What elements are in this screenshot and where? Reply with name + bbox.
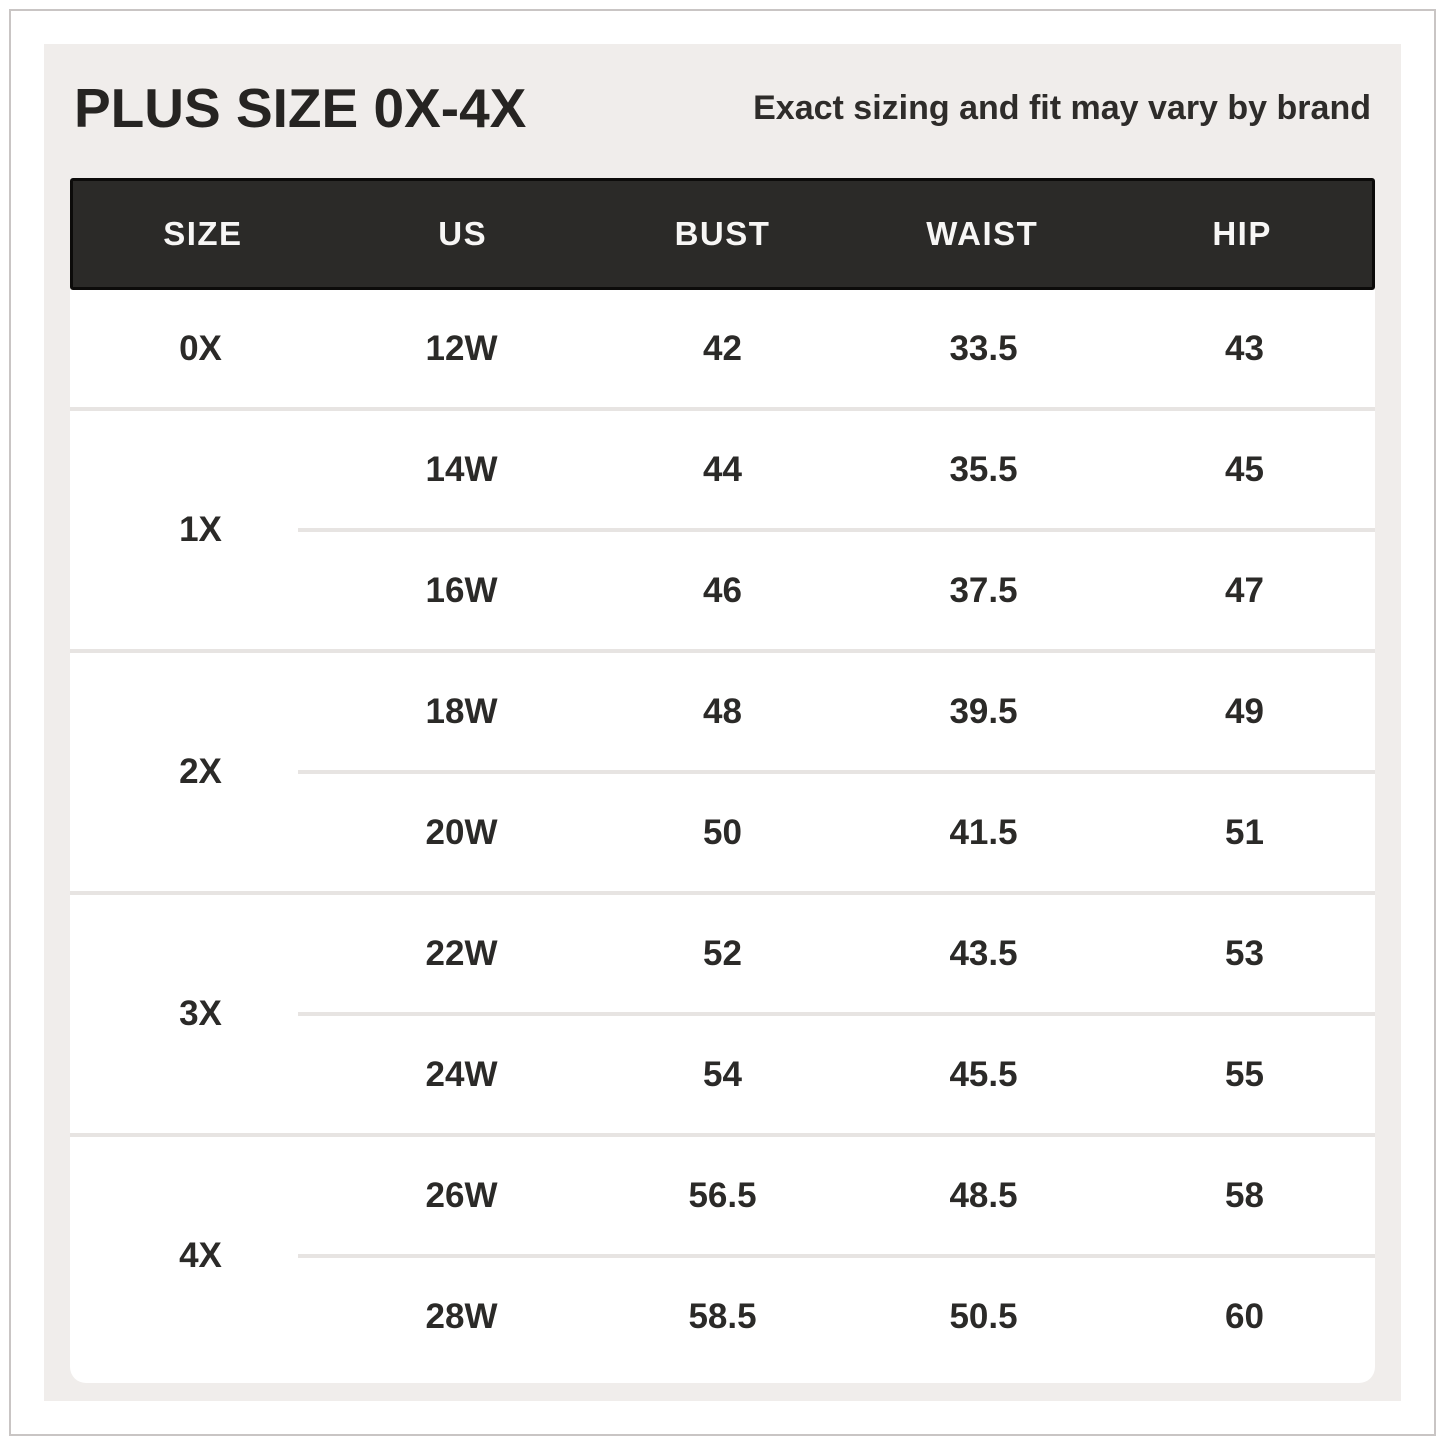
hip-cell: 53 — [1225, 933, 1264, 973]
group-rows: 18W 48 39.5 49 20W 50 41.5 51 — [297, 653, 1375, 891]
column-header-us: US — [438, 215, 488, 252]
page-subtitle: Exact sizing and fit may vary by brand — [753, 88, 1371, 127]
hip-cell: 51 — [1225, 812, 1264, 852]
table-row: 28W 58.5 50.5 60 — [331, 1258, 1375, 1375]
bust-cell: 58.5 — [688, 1296, 757, 1336]
table-row: 12W 42 33.5 43 — [331, 290, 1375, 407]
waist-cell: 37.5 — [949, 570, 1018, 610]
bust-cell: 44 — [703, 449, 742, 489]
table-row: 16W 46 37.5 47 — [331, 532, 1375, 649]
table-row: 24W 54 45.5 55 — [331, 1016, 1375, 1133]
group-rows: 26W 56.5 48.5 58 28W 58.5 50.5 60 — [297, 1137, 1375, 1375]
bust-cell: 42 — [703, 328, 742, 368]
us-cell: 28W — [425, 1296, 498, 1336]
hip-cell: 43 — [1225, 328, 1264, 368]
table-row: 20W 50 41.5 51 — [331, 774, 1375, 891]
row-divider — [297, 1254, 1375, 1258]
column-header-waist: WAIST — [926, 215, 1039, 252]
size-label: 1X — [179, 510, 222, 549]
row-divider — [297, 528, 1375, 532]
column-header-size: SIZE — [163, 215, 243, 252]
size-group-0x: 0X 12W 42 33.5 43 — [70, 290, 1375, 407]
bust-cell: 54 — [703, 1054, 742, 1094]
page-title: PLUS SIZE 0X-4X — [74, 77, 527, 139]
size-group-3x: 3X 22W 52 43.5 53 24W 54 45.5 55 — [70, 891, 1375, 1133]
us-cell: 20W — [425, 812, 498, 852]
size-group-1x: 1X 14W 44 35.5 45 16W 46 37.5 47 — [70, 407, 1375, 649]
us-cell: 24W — [425, 1054, 498, 1094]
hip-cell: 58 — [1225, 1175, 1264, 1215]
waist-cell: 43.5 — [949, 933, 1018, 973]
group-rows: 12W 42 33.5 43 — [331, 290, 1375, 407]
waist-cell: 33.5 — [949, 328, 1018, 368]
size-table: 0X 12W 42 33.5 43 1X 14W 44 35.5 — [70, 290, 1375, 1383]
us-cell: 26W — [425, 1175, 498, 1215]
size-group-2x: 2X 18W 48 39.5 49 20W 50 41.5 51 — [70, 649, 1375, 891]
waist-cell: 48.5 — [949, 1175, 1018, 1215]
table-row: 14W 44 35.5 45 — [331, 411, 1375, 528]
us-cell: 12W — [425, 328, 498, 368]
group-rows: 22W 52 43.5 53 24W 54 45.5 55 — [297, 895, 1375, 1133]
column-header-bust: BUST — [674, 215, 771, 252]
hip-cell: 60 — [1225, 1296, 1264, 1336]
table-row: 22W 52 43.5 53 — [331, 895, 1375, 1012]
hip-cell: 45 — [1225, 449, 1264, 489]
size-label: 3X — [179, 994, 222, 1033]
waist-cell: 35.5 — [949, 449, 1018, 489]
hip-cell: 55 — [1225, 1054, 1264, 1094]
bust-cell: 56.5 — [688, 1175, 757, 1215]
bust-cell: 48 — [703, 691, 742, 731]
group-rows: 14W 44 35.5 45 16W 46 37.5 47 — [297, 411, 1375, 649]
waist-cell: 39.5 — [949, 691, 1018, 731]
size-label: 4X — [179, 1236, 222, 1275]
size-label: 0X — [179, 328, 222, 368]
waist-cell: 50.5 — [949, 1296, 1018, 1336]
table-header-row: SIZE US BUST WAIST HIP — [70, 178, 1375, 290]
row-divider — [297, 1012, 1375, 1016]
bust-cell: 46 — [703, 570, 742, 610]
row-divider — [297, 770, 1375, 774]
table-row: 18W 48 39.5 49 — [331, 653, 1375, 770]
us-cell: 22W — [425, 933, 498, 973]
column-header-hip: HIP — [1212, 215, 1272, 252]
waist-cell: 45.5 — [949, 1054, 1018, 1094]
bust-cell: 50 — [703, 812, 742, 852]
chart-header: PLUS SIZE 0X-4X Exact sizing and fit may… — [74, 76, 1371, 140]
hip-cell: 49 — [1225, 691, 1264, 731]
size-label: 2X — [179, 752, 222, 791]
size-chart-panel: PLUS SIZE 0X-4X Exact sizing and fit may… — [44, 44, 1401, 1401]
us-cell: 18W — [425, 691, 498, 731]
table-row: 26W 56.5 48.5 58 — [331, 1137, 1375, 1254]
waist-cell: 41.5 — [949, 812, 1018, 852]
us-cell: 14W — [425, 449, 498, 489]
us-cell: 16W — [425, 570, 498, 610]
size-group-4x: 4X 26W 56.5 48.5 58 28W 58.5 50.5 60 — [70, 1133, 1375, 1375]
hip-cell: 47 — [1225, 570, 1264, 610]
bust-cell: 52 — [703, 933, 742, 973]
